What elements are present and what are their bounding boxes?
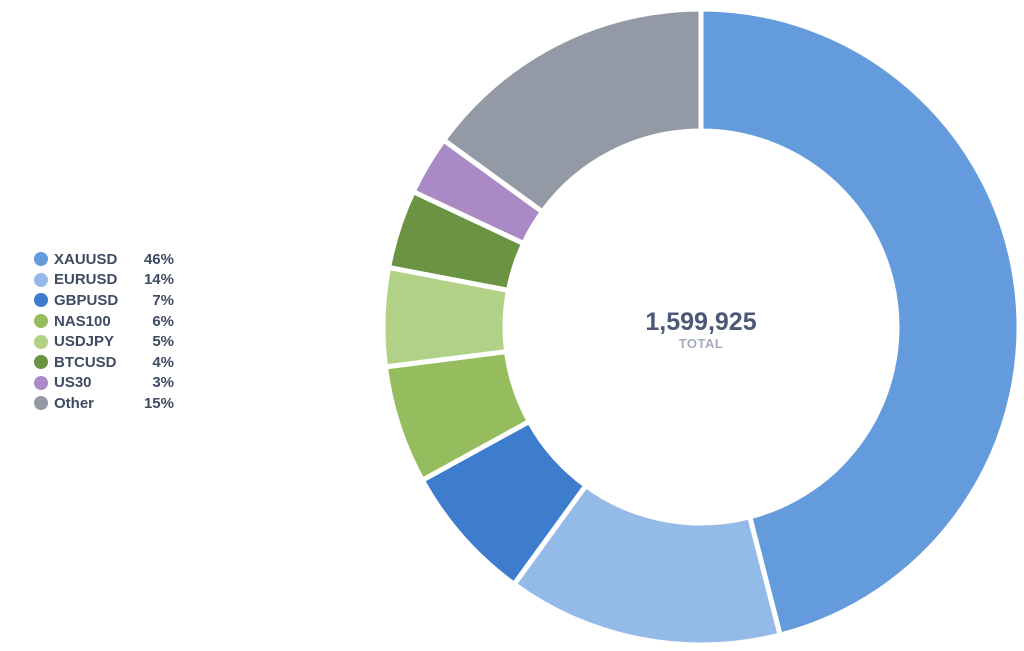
legend-swatch [34, 396, 48, 411]
total-label: TOTAL [678, 336, 724, 351]
legend-percent: 7% [152, 291, 174, 309]
legend-label: EURUSD [54, 271, 118, 289]
legend-swatch [34, 334, 48, 349]
legend-label: NAS100 [54, 312, 111, 330]
legend-label: XAUUSD [54, 250, 118, 268]
legend-item[interactable]: EURUSD 14% [34, 270, 194, 291]
legend-percent: 5% [152, 333, 174, 351]
legend-percent: 14% [143, 271, 174, 289]
legend-swatch [34, 314, 48, 329]
legend-label: BTCUSD [54, 353, 117, 371]
legend-percent: 6% [152, 312, 174, 330]
donut-center: 1,599,925 TOTAL [601, 308, 801, 352]
legend-item[interactable]: USDJPY 5% [34, 331, 194, 352]
total-value: 1,599,925 [645, 308, 757, 336]
legend-label: US30 [54, 374, 92, 392]
legend-item[interactable]: XAUUSD 46% [34, 249, 194, 270]
legend-swatch [34, 252, 48, 267]
legend-label: Other [54, 394, 95, 412]
legend-swatch [34, 355, 48, 370]
legend-label: GBPUSD [54, 291, 119, 309]
legend-item[interactable]: NAS100 6% [34, 311, 194, 332]
legend-percent: 4% [152, 353, 174, 371]
legend-percent: 3% [152, 374, 174, 392]
legend-percent: 46% [143, 250, 174, 268]
legend-item[interactable]: GBPUSD 7% [34, 290, 194, 311]
legend-swatch [34, 272, 48, 287]
chart-legend: XAUUSD 46% EURUSD 14% GBPUSD 7% NAS100 6% USDJPY… [34, 249, 194, 414]
legend-label: USDJPY [54, 333, 115, 351]
donut-slice-xauusd[interactable] [698, 6, 1022, 638]
legend-swatch [34, 375, 48, 390]
legend-item[interactable]: BTCUSD 4% [34, 352, 194, 373]
legend-swatch [34, 293, 48, 308]
legend-item[interactable]: US30 3% [34, 373, 194, 394]
legend-percent: 15% [143, 394, 174, 412]
legend-item[interactable]: Other 15% [34, 393, 194, 414]
donut-slice-other[interactable] [441, 6, 704, 215]
